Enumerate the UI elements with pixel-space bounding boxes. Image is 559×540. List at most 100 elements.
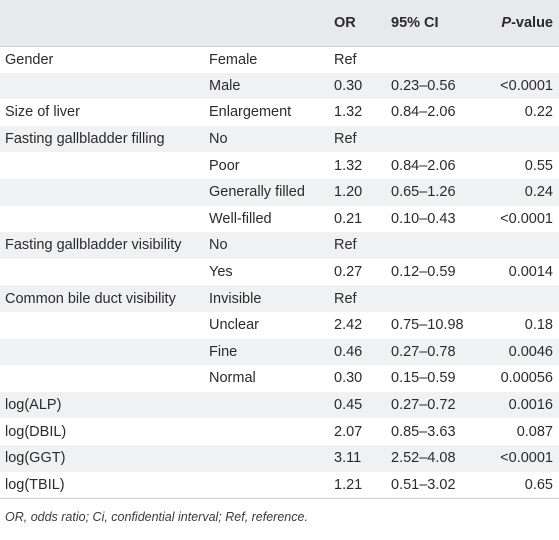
cell-p-value: 0.0014 <box>508 264 553 281</box>
cell-level: Generally filled <box>209 184 305 201</box>
cell-ci: 0.65–1.26 <box>391 184 456 201</box>
cell-level: Well-filled <box>209 210 272 227</box>
cell-or: Ref <box>334 290 357 307</box>
cell-p-value: 0.24 <box>524 184 553 201</box>
table-row: Normal 0.30 0.15–0.59 0.00056 <box>0 365 559 392</box>
cell-p-value: 0.65 <box>487 471 559 499</box>
cell-or: 0.46 <box>334 343 363 360</box>
cell-variable: log(ALP) <box>5 397 62 414</box>
cell-level <box>205 418 330 445</box>
cell-or: 2.42 <box>334 317 363 334</box>
cell-ci: 0.12–0.59 <box>391 264 456 281</box>
cell-ci: 0.51–3.02 <box>387 471 487 499</box>
table-row: log(GGT) 3.11 2.52–4.08 <0.0001 <box>0 444 559 472</box>
cell-p-value: <0.0001 <box>500 210 553 227</box>
cell-variable <box>0 179 205 206</box>
cell-level: No <box>209 237 228 254</box>
cell-p-value: 0.00056 <box>500 370 553 387</box>
cell-ci: 0.23–0.56 <box>391 77 456 94</box>
cell-variable <box>0 73 205 100</box>
cell-or: 2.07 <box>334 423 363 440</box>
table-header: OR 95% CI P-value <box>0 0 559 47</box>
cell-p-value: 0.22 <box>524 104 553 121</box>
header-p-rest: -value <box>511 14 553 31</box>
cell-level: No <box>209 131 228 148</box>
cell-variable: Fasting gallbladder visibility <box>5 237 182 254</box>
table-row: log(ALP) 0.45 0.27–0.72 0.0016 <box>0 391 559 419</box>
table-row: Common bile duct visibility Invisible Ref <box>0 285 559 312</box>
cell-level <box>205 392 330 419</box>
cell-or: 0.30 <box>334 77 363 94</box>
table-row: Well-filled 0.21 0.10–0.43 <0.0001 <box>0 205 559 233</box>
cell-ci: 0.84–2.06 <box>391 157 456 174</box>
cell-or: 1.20 <box>334 184 363 201</box>
cell-level: Male <box>209 77 241 94</box>
cell-ci <box>387 232 487 259</box>
cell-variable: Gender <box>5 51 54 68</box>
header-level <box>205 0 330 47</box>
cell-p-value <box>487 232 559 259</box>
results-table-container: OR 95% CI P-value Gender Female Ref Male 0.3… <box>0 0 559 499</box>
cell-variable: log(TBIL) <box>0 471 205 499</box>
cell-or: 0.30 <box>334 370 363 387</box>
cell-ci: 0.85–3.63 <box>391 423 456 440</box>
cell-ci <box>387 126 487 153</box>
table-row: Size of liver Enlargement 1.32 0.84–2.06 0.2… <box>0 99 559 126</box>
cell-variable <box>0 152 205 179</box>
cell-variable: Common bile duct visibility <box>5 290 176 307</box>
cell-or: 1.32 <box>334 157 363 174</box>
cell-p-value: 0.55 <box>524 157 553 174</box>
cell-variable: Fasting gallbladder filling <box>5 131 165 148</box>
cell-or: Ref <box>334 51 357 68</box>
cell-level: Female <box>209 51 258 68</box>
cell-ci <box>387 46 487 73</box>
cell-or: 1.32 <box>334 104 363 121</box>
cell-ci <box>387 285 487 312</box>
table-row: Gender Female Ref <box>0 46 559 73</box>
table-row: Fasting gallbladder filling No Ref <box>0 125 559 153</box>
cell-p-value <box>487 126 559 153</box>
cell-level: Yes <box>209 264 233 281</box>
cell-p-value: 0.18 <box>524 317 553 334</box>
cell-variable: Size of liver <box>5 104 80 121</box>
cell-level: Poor <box>209 157 240 174</box>
cell-level: Invisible <box>209 290 262 307</box>
cell-variable: log(DBIL) <box>5 423 67 440</box>
cell-level <box>205 445 330 472</box>
table-footnote: OR, odds ratio; Ci, confidential interva… <box>5 510 308 524</box>
header-p-value: P-value <box>487 0 559 47</box>
table-row: log(DBIL) 2.07 0.85–3.63 0.087 <box>0 418 559 445</box>
table-row: Male 0.30 0.23–0.56 <0.0001 <box>0 72 559 100</box>
table-row: Yes 0.27 0.12–0.59 0.0014 <box>0 258 559 286</box>
cell-ci: 0.10–0.43 <box>391 210 456 227</box>
header-ci: 95% CI <box>387 0 487 47</box>
cell-p-value <box>487 285 559 312</box>
cell-or: Ref <box>334 131 357 148</box>
cell-or: 0.21 <box>334 210 363 227</box>
header-row: OR 95% CI P-value <box>0 0 559 47</box>
cell-ci: 0.75–10.98 <box>391 317 464 334</box>
cell-ci: 0.27–0.78 <box>391 343 456 360</box>
cell-p-value: <0.0001 <box>500 450 553 467</box>
cell-or: 0.45 <box>334 397 363 414</box>
cell-or: Ref <box>334 237 357 254</box>
table-row: Fasting gallbladder visibility No Ref <box>0 232 559 259</box>
cell-variable <box>0 339 205 366</box>
table-body: Gender Female Ref Male 0.30 0.23–0.56 <0.0001 S… <box>0 46 559 499</box>
header-or: OR <box>330 0 387 47</box>
cell-or: 0.27 <box>334 264 363 281</box>
table-row: Poor 1.32 0.84–2.06 0.55 <box>0 152 559 179</box>
table-row: log(TBIL) 1.21 0.51–3.02 0.65 <box>0 471 559 499</box>
table-row: Unclear 2.42 0.75–10.98 0.18 <box>0 311 559 339</box>
odds-ratio-table: OR 95% CI P-value Gender Female Ref Male 0.3… <box>0 0 559 499</box>
table-row: Generally filled 1.20 0.65–1.26 0.24 <box>0 178 559 206</box>
cell-level: Fine <box>209 343 238 360</box>
cell-p-value: 0.087 <box>516 423 553 440</box>
cell-level <box>205 471 330 499</box>
cell-ci: 2.52–4.08 <box>391 450 456 467</box>
cell-or: 3.11 <box>334 450 362 467</box>
cell-ci: 0.84–2.06 <box>391 104 456 121</box>
cell-ci: 0.27–0.72 <box>391 397 456 414</box>
cell-variable <box>0 365 205 392</box>
cell-variable: log(GGT) <box>5 450 66 467</box>
